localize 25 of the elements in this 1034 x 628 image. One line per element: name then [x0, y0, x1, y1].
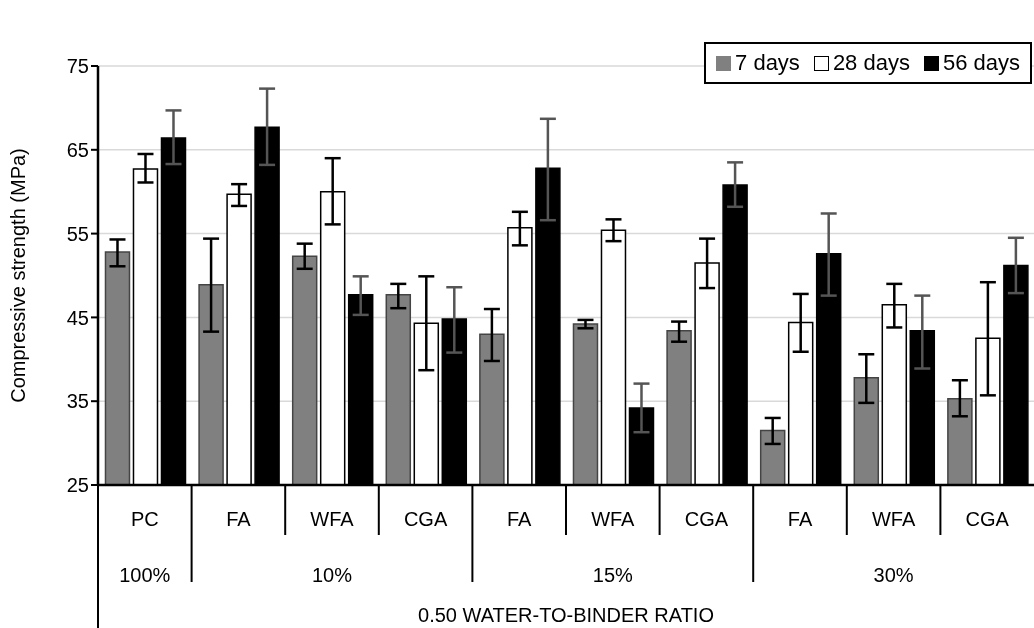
legend-label: 7 days	[735, 50, 800, 76]
x-tick-label: FA	[787, 508, 813, 530]
text: 100%	[119, 564, 171, 586]
y-tick-label: 65	[66, 138, 89, 161]
legend-label: 56 days	[942, 50, 1020, 76]
y-tick-label: 55	[66, 222, 89, 245]
x-tick-label: CGA	[965, 508, 1010, 530]
x-tick-label: WFA	[310, 508, 355, 530]
y-tick-label: 25	[66, 474, 89, 497]
legend-label: 28 days	[832, 50, 910, 76]
x-tick-label: WFA	[591, 508, 636, 530]
text: 30%	[873, 564, 914, 586]
y-axis-title: Compressive strength (MPa)	[7, 148, 30, 403]
x-tick-label: PC	[130, 508, 159, 530]
x-tick-label: FA	[506, 508, 533, 530]
x-tick-label: FA	[226, 508, 252, 530]
x-axis-title: 0.50 WATER-TO-BINDER RATIO	[418, 604, 714, 626]
x-tick-label: CGA	[684, 508, 729, 530]
x-tick-label: CGA	[403, 508, 448, 530]
y-tick-label: 45	[66, 306, 89, 329]
y-tick-label: 35	[66, 390, 89, 413]
y-tick-label: 75	[66, 55, 89, 78]
text: 10%	[311, 564, 353, 586]
x-tick-label: WFA	[871, 508, 916, 530]
text: 15%	[592, 564, 634, 586]
